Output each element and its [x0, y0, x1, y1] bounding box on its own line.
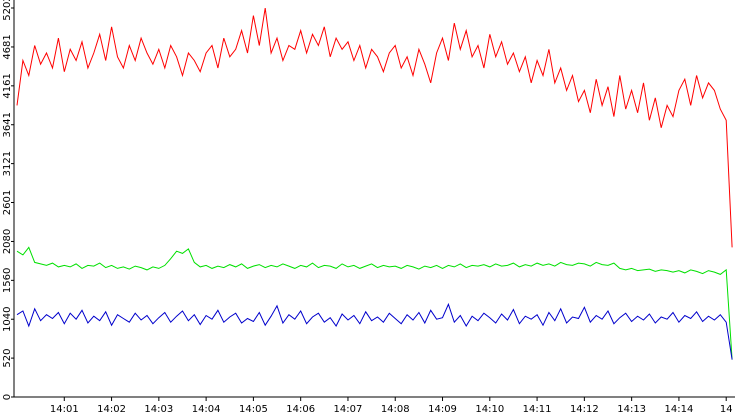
- y-tick-label: 2080: [2, 229, 13, 254]
- y-tick-label: 3641: [2, 112, 13, 137]
- x-tick-label: 14:02: [97, 404, 126, 415]
- x-tick-label: 14:08: [381, 404, 410, 415]
- x-tick-label: 14: [720, 404, 733, 415]
- series-line: [16, 8, 733, 248]
- y-tick-label: 1560: [2, 268, 13, 293]
- x-tick-label: 14:09: [428, 404, 457, 415]
- x-tick-label: 14:04: [192, 404, 221, 415]
- x-tick-label: 14:05: [239, 404, 268, 415]
- y-tick-label: 5202: [2, 0, 13, 21]
- x-tick-label: 14:10: [475, 404, 504, 415]
- x-tick-label: 14:01: [50, 404, 79, 415]
- x-tick-label: 14:06: [286, 404, 315, 415]
- series-line: [16, 246, 733, 360]
- x-tick-label: 14:07: [334, 404, 363, 415]
- y-tick-label: 1040: [2, 307, 13, 332]
- y-tick-label: 4681: [2, 34, 13, 59]
- x-tick-label: 14:12: [570, 404, 599, 415]
- y-tick-label: 4161: [2, 73, 13, 98]
- y-tick-label: 520: [2, 349, 13, 368]
- x-tick-label: 14:11: [523, 404, 552, 415]
- series-line: [16, 302, 733, 360]
- x-tick-label: 14:13: [617, 404, 646, 415]
- y-tick-label: 0: [2, 394, 13, 400]
- x-tick-label: 14:14: [665, 404, 694, 415]
- y-tick-label: 2601: [2, 190, 13, 215]
- y-tick-label: 3121: [2, 151, 13, 176]
- x-tick-label: 14:03: [144, 404, 173, 415]
